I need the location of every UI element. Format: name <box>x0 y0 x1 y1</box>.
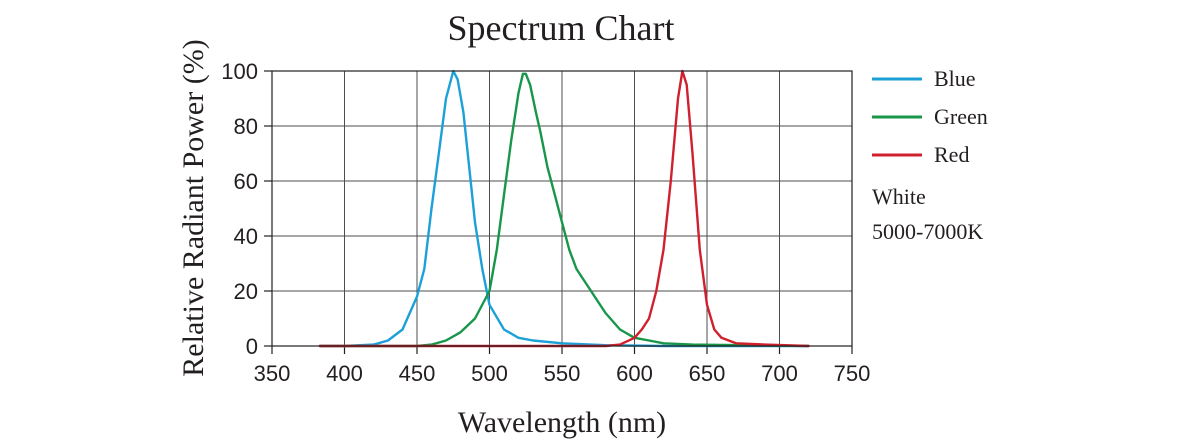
legend-label-red: Red <box>934 142 969 167</box>
x-axis-label: Wavelength (nm) <box>458 406 666 439</box>
legend: Blue Green Red <box>872 66 988 167</box>
x-tick-label: 350 <box>254 361 291 386</box>
y-axis-ticks: 0 20 40 60 80 100 <box>221 59 272 359</box>
x-tick-label: 600 <box>616 361 653 386</box>
x-tick-label: 500 <box>471 361 508 386</box>
x-tick-label: 650 <box>689 361 726 386</box>
y-tick-label: 100 <box>221 59 258 84</box>
annotation-line-1: White <box>872 184 926 209</box>
x-tick-label: 400 <box>326 361 363 386</box>
series-line-red <box>318 69 810 348</box>
plot-area-border <box>271 70 853 347</box>
legend-label-green: Green <box>934 104 988 129</box>
annotation-white: White 5000-7000K <box>872 184 983 244</box>
x-axis-ticks: 350 400 450 500 550 600 650 700 750 <box>254 346 871 386</box>
chart-grid <box>271 70 853 347</box>
x-tick-label: 450 <box>399 361 436 386</box>
chart-title: Spectrum Chart <box>448 8 675 48</box>
x-tick-label: 550 <box>544 361 581 386</box>
series-lines <box>318 69 810 348</box>
legend-label-blue: Blue <box>934 66 976 91</box>
series-line-blue <box>318 69 810 348</box>
annotation-line-2: 5000-7000K <box>872 219 983 244</box>
x-tick-label: 750 <box>834 361 871 386</box>
y-tick-label: 20 <box>234 279 258 304</box>
y-tick-label: 0 <box>246 334 258 359</box>
y-tick-label: 40 <box>234 224 258 249</box>
x-tick-label: 700 <box>761 361 798 386</box>
y-axis-label: Relative Radiant Power (%) <box>177 39 210 376</box>
y-tick-label: 60 <box>234 169 258 194</box>
y-tick-label: 80 <box>234 114 258 139</box>
series-line-green <box>318 72 810 348</box>
